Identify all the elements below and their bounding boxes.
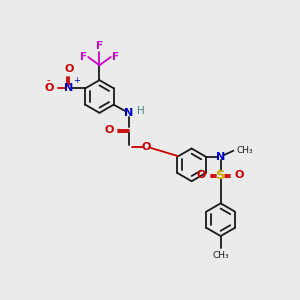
Text: O: O — [197, 170, 206, 180]
Text: O: O — [235, 170, 244, 180]
Text: N: N — [124, 108, 134, 118]
Text: +: + — [73, 76, 80, 85]
Text: O: O — [44, 83, 53, 93]
Text: F: F — [80, 52, 87, 62]
Text: N: N — [216, 152, 225, 162]
Text: O: O — [64, 64, 74, 74]
Text: CH₃: CH₃ — [236, 146, 253, 154]
Text: S: S — [216, 169, 225, 182]
Text: N: N — [64, 83, 74, 93]
Text: F: F — [112, 52, 119, 62]
Text: -: - — [46, 75, 50, 85]
Text: O: O — [142, 142, 151, 152]
Text: F: F — [96, 41, 103, 51]
Text: CH₃: CH₃ — [212, 251, 229, 260]
Text: O: O — [104, 125, 114, 135]
Text: H: H — [137, 106, 145, 116]
